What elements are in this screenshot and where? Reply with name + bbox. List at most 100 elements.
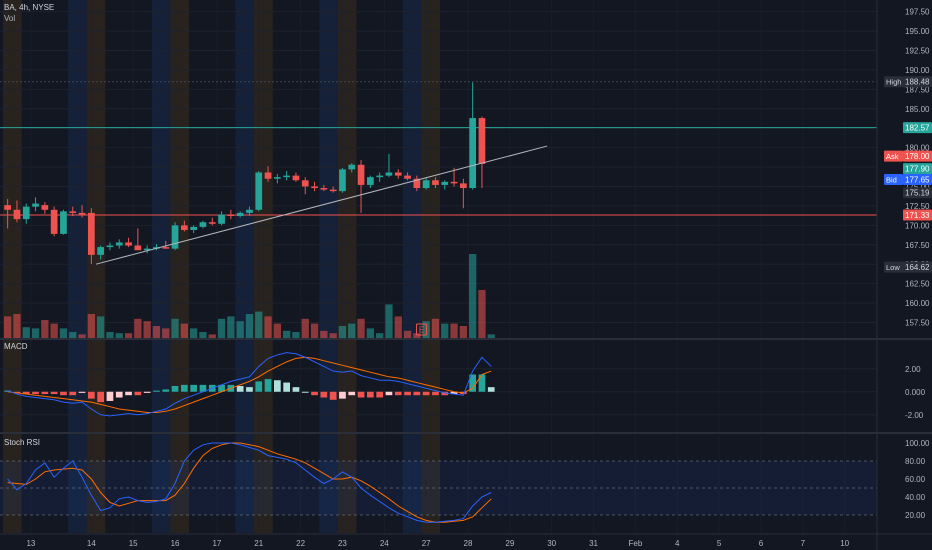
session-stripe xyxy=(179,0,189,533)
price-tag-value-ask: 178.00 xyxy=(905,152,930,161)
volume-bar xyxy=(115,333,123,338)
candle-body xyxy=(450,181,458,184)
price-axis[interactable]: 157.50160.00162.50165.00167.50170.00172.… xyxy=(884,8,932,520)
candle-body xyxy=(441,181,449,185)
volume-bar xyxy=(478,290,486,338)
volume-bar xyxy=(143,321,151,338)
price-tag-title-bg xyxy=(884,150,903,162)
session-stripe xyxy=(263,0,273,533)
volume-bar xyxy=(329,333,337,338)
stoch-rsi-label[interactable]: Stoch RSI xyxy=(4,438,41,447)
macd-histogram-bar xyxy=(311,391,318,396)
macd-histogram-bar xyxy=(357,391,365,398)
macd-histogram-bar xyxy=(283,382,290,392)
macd-histogram-bar xyxy=(41,391,49,395)
volume-bar xyxy=(180,323,188,338)
candle-body xyxy=(264,172,272,179)
time-tick-label: 23 xyxy=(338,539,347,548)
macd-tick-label: 2.00 xyxy=(905,365,921,374)
volume-bar xyxy=(22,327,30,338)
time-tick-label: 15 xyxy=(129,539,138,548)
macd-histogram-bar xyxy=(339,391,346,399)
volume-bar xyxy=(413,333,421,338)
volume-bar xyxy=(134,318,142,338)
volume-bar xyxy=(376,333,384,338)
volume-bar xyxy=(310,323,319,338)
session-stripe xyxy=(430,0,441,533)
price-tick-label: 187.50 xyxy=(905,85,930,94)
macd-histogram-bar xyxy=(394,391,402,396)
candle-body xyxy=(208,222,216,224)
time-tick-label: 27 xyxy=(422,539,431,548)
price-tag-title-bg xyxy=(884,173,903,185)
macd-histogram-bar xyxy=(274,380,281,392)
macd-histogram-bar xyxy=(487,387,495,392)
volume-bar xyxy=(292,332,300,338)
price-tag-bg xyxy=(903,173,932,185)
time-tick-label: 6 xyxy=(759,539,764,548)
session-stripe xyxy=(12,0,22,533)
price-tag-value-high: 188.48 xyxy=(905,78,930,87)
trendline-layer[interactable] xyxy=(95,145,548,265)
stoch-tick-label: 20.00 xyxy=(905,511,926,520)
macd-histogram-bar xyxy=(292,387,300,392)
session-stripe xyxy=(3,0,13,533)
volume-bar xyxy=(450,323,458,338)
stoch-tick-label: 100.00 xyxy=(905,439,930,448)
volume-bar xyxy=(217,318,226,338)
grid-layer xyxy=(0,0,877,533)
macd-histogram-bar xyxy=(60,391,67,396)
stoch-k-line xyxy=(7,442,492,523)
volume-bar xyxy=(50,323,58,338)
candle-body xyxy=(357,164,365,185)
time-axis[interactable]: 13 14 15 16 17 21 22 23 24 27 28 29 30 31 Feb 4 5 6 7 10 xyxy=(26,539,849,548)
symbol-title[interactable]: BA, 4h, NYSE xyxy=(4,3,55,12)
candle-body xyxy=(404,175,411,179)
price-tag-value-support: 182.57 xyxy=(905,124,930,133)
macd-histogram-bar xyxy=(367,391,374,398)
macd-histogram-bar xyxy=(13,391,21,393)
macd-histogram-bar xyxy=(441,391,449,396)
macd-histogram-bar xyxy=(143,391,151,393)
candle-body xyxy=(97,247,104,255)
macd-pane xyxy=(0,352,877,417)
candle-body xyxy=(469,118,476,189)
volume-bar xyxy=(59,328,68,338)
volume-bar xyxy=(264,316,272,338)
time-tick-label: 4 xyxy=(675,539,680,548)
volume-bar xyxy=(124,333,133,338)
macd-histogram-bar xyxy=(376,391,383,398)
volume-bars-layer xyxy=(4,254,495,338)
macd-histogram-bar xyxy=(162,389,170,392)
time-tick-label: 28 xyxy=(464,539,473,548)
volume-bar xyxy=(208,334,216,338)
volume-bar xyxy=(69,332,77,338)
macd-histogram-bar xyxy=(199,384,207,392)
time-tick-label: 16 xyxy=(171,539,180,548)
price-tag-bg xyxy=(903,187,932,199)
macd-histogram-bar xyxy=(450,391,458,395)
session-stripe xyxy=(151,0,162,533)
candle-body xyxy=(69,211,77,213)
price-tag-title-high: High xyxy=(886,78,901,87)
session-stripe xyxy=(235,0,245,533)
candle-body xyxy=(125,242,132,246)
macd-histogram-bar xyxy=(97,391,104,403)
candle-body xyxy=(227,214,235,217)
volume-bar xyxy=(469,254,477,338)
volume-bar xyxy=(227,316,235,338)
stoch-tick-label: 40.00 xyxy=(905,493,926,502)
candle-body xyxy=(311,186,318,189)
macd-label[interactable]: MACD xyxy=(4,342,28,351)
session-stripe xyxy=(96,0,106,533)
candle-body xyxy=(376,175,383,178)
volume-label[interactable]: Vol xyxy=(4,14,16,23)
macd-line xyxy=(7,352,492,417)
time-tick-label: 22 xyxy=(296,539,305,548)
price-tick-label: 190.00 xyxy=(905,66,930,75)
candle-body xyxy=(478,118,486,164)
price-tick-label: 160.00 xyxy=(905,299,930,308)
session-stripe xyxy=(319,0,329,533)
